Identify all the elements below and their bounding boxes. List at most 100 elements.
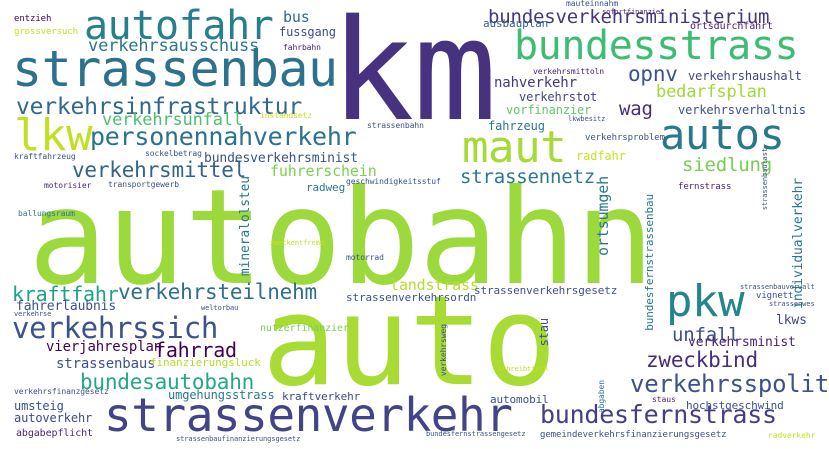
word-nutzerfinanzier: nutzerfinanzier	[260, 323, 349, 334]
word-fahrrad: fahrrad	[154, 338, 237, 362]
word-ausbauplan: ausbauplan	[483, 17, 549, 30]
word-automobil: automobil	[490, 393, 549, 406]
word-strassenbaufinanzierungsgesetz: strassenbaufinanzierungsgesetz	[176, 435, 301, 443]
word-km: km	[330, 0, 497, 153]
word-verkehrshaushalt: verkehrshaushalt	[688, 69, 802, 83]
word-fussgang: fussgang	[279, 25, 336, 39]
word-ballungsraum: ballungsraum	[18, 209, 75, 218]
word-umsteig: umsteig	[14, 399, 64, 413]
word-mineralolsteu: mineralolsteu	[238, 176, 253, 277]
word-fahrzeug: fahrzeug	[488, 119, 545, 133]
word-opnv: opnv	[628, 62, 678, 86]
word-autoverkehr: autoverkehr	[14, 411, 93, 425]
word-gemeindeverkehrsfinanzierungsgesetz: gemeindeverkehrsfinanzierungsgesetz	[540, 430, 727, 440]
word-fahrbahn: fahrbahn	[283, 43, 321, 52]
word-bundesfernstrass: bundesfernstrass	[540, 400, 777, 429]
word-staus: staus	[652, 395, 676, 404]
word-individualverkehr: individualverkehr	[791, 178, 806, 309]
word-zweckbind: zweckbind	[646, 348, 758, 372]
word-geschwindigkeitsstuf: geschwindigkeitsstuf	[346, 177, 441, 186]
word-motorisier: motorisier	[44, 181, 92, 190]
word-verkehrsmittoln: verkehrsmittoln	[533, 67, 605, 76]
word-ortsdurchfahrt: ortsdurchfahrt	[690, 21, 773, 32]
word-verkehrse: verkehrse	[14, 310, 52, 318]
word-verkehrsinfrastruktur: verkehrsinfrastruktur	[16, 94, 302, 120]
word-fahrerlaubnis: fahrerlaubnis	[16, 299, 117, 314]
word-kraftverkehr: kraftverkehr	[282, 390, 361, 403]
word-verkehrssich: verkehrssich	[12, 311, 219, 345]
word-autos: autos	[660, 110, 785, 159]
word-zweckentfremd: zweckentfremd	[270, 239, 324, 247]
word-radfahr: radfahr	[576, 149, 626, 163]
word-bundesverkehrsministerium: bundesverkehrsministerium	[488, 6, 770, 28]
word-strassenverkehrsgesetz: strassenverkehrsgesetz	[474, 284, 618, 297]
word-verkehrsproblem: verkehrsproblem	[585, 133, 665, 143]
word-radweg: radweg	[306, 181, 346, 194]
word-lkw: lkw	[14, 110, 93, 161]
word-verkehrstot: verkehrstot	[519, 90, 598, 104]
word-autobahn: autobahn	[28, 161, 655, 315]
word-instandsetz: instandsetz	[260, 111, 313, 120]
word-ortsumgeh: ortsumgeh	[594, 176, 612, 256]
word-strassenbahn: strassenbahn	[367, 121, 424, 130]
word-verkehrsverhaltnis: verkehrsverhaltnis	[678, 103, 806, 117]
word-bundesfernstrassengesetz: bundesfernstrassengesetz	[426, 430, 526, 438]
word-verkehrsunfall: verkehrsunfall	[102, 110, 243, 130]
word-bundesverkehrsminist: bundesverkehrsminist	[204, 151, 358, 166]
word-unfall: unfall	[672, 324, 740, 346]
word-verkehrsmittel: verkehrsmittel	[72, 158, 247, 182]
word-autofahr: autofahr	[84, 3, 274, 49]
word-strassennetz: strassennetz	[460, 166, 595, 188]
word-siedlung: siedlung	[682, 154, 772, 176]
word-verkehrsweg: verkehrsweg	[439, 324, 448, 377]
word-stau: stau	[537, 318, 551, 347]
word-vignett: vignett	[756, 291, 794, 301]
word-bundesfernstrassenbau: bundesfernstrassenbau	[643, 194, 656, 331]
word-verkehrsfinanzgesetz: verkehrsfinanzgesetz	[14, 387, 109, 396]
word-strassenbau: strassenbau	[12, 40, 338, 98]
word-umgehungsstrass: umgehungsstrass	[168, 388, 275, 402]
word-bundesstrass: bundesstrass	[514, 23, 799, 69]
word-schreibtisch: schreibtisch	[498, 365, 548, 373]
word-vierjahresplan: vierjahresplan	[46, 339, 163, 355]
word-verkehrsteilnehm: verkehrsteilnehm	[118, 280, 317, 304]
word-lkwbesitz: lkwbesitz	[568, 115, 606, 123]
word-mauteinnahm: mauteinnahm	[566, 0, 619, 8]
word-strassenbaulast: strassenbaulast	[761, 148, 769, 211]
word-grossversuch: grossversuch	[14, 27, 78, 37]
word-strassenbauverwalt: strassenbauverwalt	[740, 283, 815, 291]
word-entzieh: entzieh	[14, 14, 52, 24]
word-verkehrsminist: verkehrsminist	[688, 335, 796, 350]
word-hochstgeschwind: hochstgeschwind	[686, 399, 784, 412]
word-strassenverkehr: strassenverkehr	[104, 388, 513, 442]
word-strassenwes: strassenwes	[769, 300, 815, 308]
word-bus: bus	[283, 8, 310, 26]
word-radverkehr: radverkehr	[768, 431, 816, 440]
word-bundesautobahn: bundesautobahn	[80, 370, 255, 394]
word-sofortfinanzier: sofortfinanzier	[602, 8, 665, 16]
word-sockelbetrag: sockelbetrag	[145, 149, 202, 158]
word-finanzierungsluck: finanzierungsluck	[150, 356, 261, 369]
word-weltorbau: weltorbau	[201, 304, 239, 312]
word-auto: auto	[262, 270, 557, 414]
word-vorfinanzier: vorfinanzier	[506, 103, 592, 117]
word-kraftfahrzeug: kraftfahrzeug	[14, 152, 76, 161]
word-lkws: lkws	[776, 313, 807, 328]
word-landstrass: landstrass	[390, 276, 479, 294]
word-wag: wag	[619, 98, 653, 120]
word-motorrad: motorrad	[346, 253, 384, 262]
word-personennahverkehr: personennahverkehr	[90, 122, 357, 151]
word-verkehrsspolit: verkehrsspolit	[630, 370, 829, 398]
word-nahverkehr: nahverkehr	[494, 75, 577, 91]
word-pkw: pkw	[666, 276, 745, 327]
word-strassenbaus: strassenbaus	[56, 356, 156, 372]
word-transportgewerb: transportgewerb	[108, 180, 180, 189]
word-abgabepflicht: abgabepflicht	[16, 428, 93, 439]
word-bedarfsplan: bedarfsplan	[656, 82, 767, 102]
word-maut: maut	[462, 122, 567, 173]
word-verkehrsausschuss: verkehrsausschuss	[88, 36, 260, 56]
word-kraftfahr: kraftfahr	[12, 282, 119, 306]
word-strassenverkehrsordn: strassenverkehrsordn	[346, 291, 477, 304]
word-fernstrass: fernstrass	[678, 182, 732, 192]
